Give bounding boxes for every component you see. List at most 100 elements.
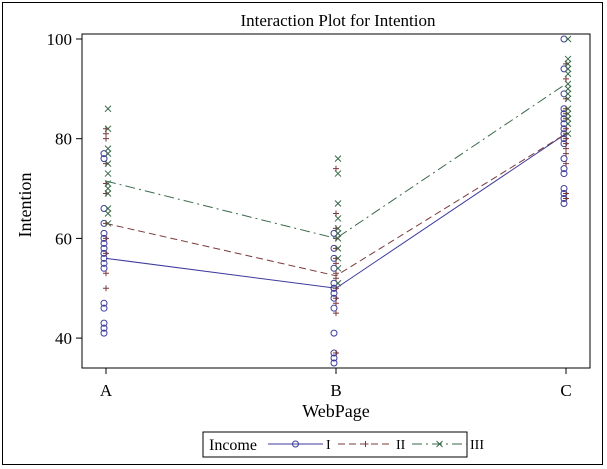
point-I-B-7	[330, 289, 338, 297]
point-I-A-12	[100, 299, 108, 307]
point-III-A-3	[104, 150, 112, 157]
point-III-B-1	[334, 170, 342, 177]
legend-label-III: III	[470, 438, 484, 453]
point-I-C-6	[560, 120, 568, 128]
point-II-C-14	[563, 195, 569, 202]
point-III-B-8	[334, 254, 342, 262]
point-III-C-10	[564, 110, 572, 118]
legend-marker-I	[292, 440, 299, 448]
point-I-A-7	[100, 244, 108, 252]
y-tick-label-40: 40	[55, 329, 72, 348]
point-I-B-13	[330, 359, 338, 367]
legend-box	[202, 431, 468, 458]
point-II-A-8	[103, 250, 109, 257]
point-I-B-9	[330, 304, 338, 312]
point-I-A-16	[100, 329, 108, 337]
point-II-B-9	[333, 285, 339, 292]
legend-title: Income	[209, 437, 257, 454]
legend-label-I: I	[326, 438, 331, 453]
series-line-II	[105, 133, 567, 277]
y-tick-label-100: 100	[47, 30, 73, 49]
chart-title: Interaction Plot for Intention	[241, 11, 436, 30]
series-III	[104, 35, 572, 287]
point-III-A-10	[104, 210, 112, 217]
point-III-A-7	[104, 185, 112, 192]
legend-marker-II	[362, 441, 369, 447]
point-I-B-12	[330, 354, 338, 362]
point-III-A-11	[104, 220, 112, 227]
x-tick-label-A: A	[100, 381, 113, 400]
point-I-A-1	[100, 155, 108, 163]
point-III-C-3	[564, 65, 572, 73]
point-III-A-5	[104, 170, 112, 177]
point-II-B-0	[333, 165, 339, 172]
point-III-C-13	[564, 130, 572, 138]
point-I-C-12	[560, 165, 568, 173]
y-axis: 40 60 80 100	[47, 30, 82, 348]
point-I-C-0	[560, 35, 568, 43]
point-II-A-9	[103, 270, 109, 277]
x-tick-label-B: B	[330, 381, 341, 400]
legend-marker-III	[436, 440, 443, 448]
legend: Income I II III	[202, 431, 484, 458]
point-I-A-14	[100, 319, 108, 327]
chart-frame	[2, 2, 603, 465]
point-I-A-13	[100, 304, 108, 312]
point-III-A-2	[104, 145, 112, 153]
point-I-C-11	[560, 155, 568, 163]
point-III-B-7	[334, 245, 342, 252]
point-II-C-1	[563, 75, 569, 82]
point-I-A-6	[100, 239, 108, 247]
point-III-B-2	[334, 200, 342, 207]
x-axis: A B C	[100, 368, 572, 400]
point-III-B-4	[334, 225, 342, 232]
point-I-C-13	[560, 170, 568, 178]
point-I-A-2	[100, 204, 108, 212]
point-I-C-17	[560, 199, 568, 207]
y-tick-label-60: 60	[55, 229, 72, 248]
point-II-B-12	[333, 310, 339, 317]
point-I-A-11	[100, 264, 108, 272]
point-II-B-1	[333, 210, 339, 217]
point-II-A-7	[103, 235, 109, 242]
y-axis-label: Intention	[15, 173, 35, 238]
point-III-A-8	[104, 190, 112, 197]
point-I-C-14	[560, 185, 568, 193]
point-I-A-10	[100, 259, 108, 267]
point-II-A-10	[103, 285, 109, 292]
point-III-C-7	[564, 90, 572, 98]
point-I-A-0	[100, 150, 108, 158]
point-I-C-2	[560, 90, 568, 98]
point-III-C-8	[564, 95, 572, 103]
point-III-C-0	[564, 35, 572, 43]
point-II-B-13	[333, 350, 339, 357]
point-II-B-11	[333, 300, 339, 307]
point-I-A-15	[100, 324, 108, 332]
point-III-B-10	[334, 279, 342, 287]
point-III-C-6	[564, 85, 572, 93]
point-III-C-12	[564, 120, 572, 128]
series-I	[100, 35, 568, 367]
point-III-A-0	[104, 105, 112, 113]
point-III-A-4	[104, 160, 112, 167]
point-III-B-6	[334, 235, 342, 242]
point-II-A-2	[103, 135, 109, 142]
y-tick-label-80: 80	[55, 130, 72, 149]
point-I-B-0	[330, 229, 338, 237]
point-III-C-2	[564, 60, 572, 68]
point-III-C-4	[564, 70, 572, 78]
x-tick-label-C: C	[560, 381, 571, 400]
point-II-B-6	[333, 260, 339, 267]
legend-label-II: II	[396, 438, 406, 453]
series-II	[103, 60, 569, 357]
point-II-C-12	[563, 160, 569, 167]
point-I-B-3	[330, 264, 338, 272]
point-III-B-0	[334, 155, 342, 162]
point-III-A-1	[104, 125, 112, 133]
data-marks	[100, 35, 572, 367]
point-I-C-1	[560, 65, 568, 73]
point-III-C-1	[564, 55, 572, 63]
series-line-III	[105, 83, 567, 239]
point-II-C-11	[563, 150, 569, 157]
